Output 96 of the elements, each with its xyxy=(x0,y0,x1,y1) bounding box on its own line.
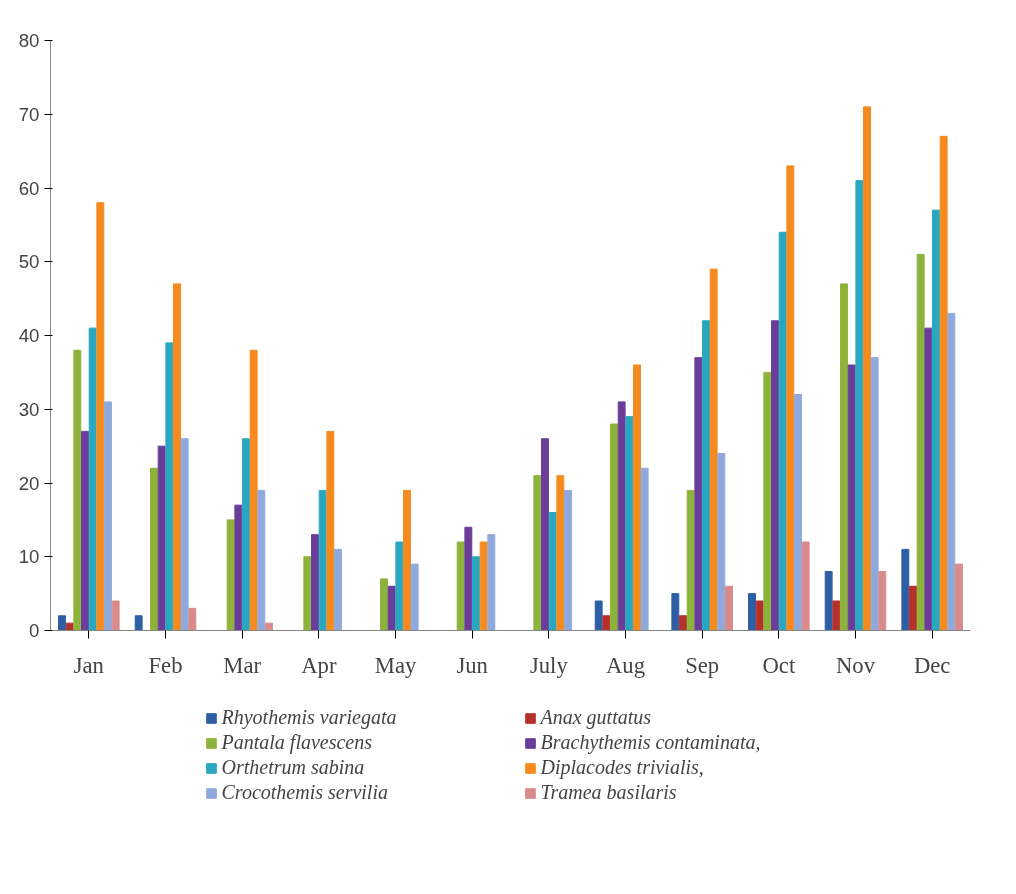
bar xyxy=(541,438,549,631)
bar xyxy=(410,563,419,631)
bar xyxy=(58,615,66,631)
bar xyxy=(633,364,641,631)
bar xyxy=(916,253,925,631)
x-tick-label: Feb xyxy=(148,652,183,678)
x-tick-label: Dec xyxy=(913,652,951,678)
bar xyxy=(249,349,258,631)
bar xyxy=(65,622,74,631)
bar xyxy=(909,585,917,631)
bar xyxy=(671,593,680,631)
bar xyxy=(717,453,726,631)
x-tick-label: Jan xyxy=(73,652,104,678)
bar xyxy=(924,327,933,631)
legend-label: Brachythemis contaminata, xyxy=(540,731,762,754)
bar xyxy=(786,165,795,631)
legend-label: Tramea basilaris xyxy=(540,781,678,804)
x-tick-label: July xyxy=(529,652,569,678)
bar xyxy=(487,534,496,631)
x-tick-label: Sep xyxy=(685,652,720,678)
y-tick-label: 0 xyxy=(29,620,40,641)
bar xyxy=(878,571,887,631)
x-tick-label: Aug xyxy=(605,652,646,678)
legend-label: Orthetrum sabina xyxy=(221,756,366,779)
bar xyxy=(801,541,810,631)
x-tick-label: May xyxy=(374,652,417,678)
bar xyxy=(610,423,618,631)
bar xyxy=(311,534,319,631)
bar xyxy=(96,202,105,631)
bar xyxy=(464,526,473,631)
bar xyxy=(403,489,411,631)
bar xyxy=(81,430,89,631)
y-tick-label: 70 xyxy=(18,103,40,125)
bar xyxy=(771,320,779,631)
bar xyxy=(702,320,710,631)
y-tick-label: 80 xyxy=(18,30,40,51)
legend-label: Rhyothemis variegata xyxy=(221,706,398,729)
bar xyxy=(694,357,703,631)
bar xyxy=(901,548,910,631)
bar xyxy=(625,416,634,631)
legend-label: Anax guttatus xyxy=(540,706,653,729)
bar xyxy=(824,571,833,631)
bar xyxy=(947,312,956,631)
bar xyxy=(679,615,687,631)
bar xyxy=(234,504,243,631)
bar xyxy=(832,600,841,631)
bar xyxy=(870,357,879,631)
bar xyxy=(150,467,158,631)
legend-label: Diplacodes trivialis, xyxy=(540,756,705,779)
bar xyxy=(939,135,948,631)
bar xyxy=(265,622,273,631)
x-tick-label: Nov xyxy=(835,652,876,678)
bar xyxy=(188,607,197,631)
bar xyxy=(863,106,871,631)
bar xyxy=(640,467,649,631)
bar xyxy=(134,615,143,631)
bar xyxy=(748,593,756,631)
bar xyxy=(955,563,963,631)
y-tick-label: 20 xyxy=(18,472,40,494)
bar xyxy=(104,401,112,631)
bar xyxy=(594,600,603,631)
bar xyxy=(111,600,120,631)
bar xyxy=(932,209,940,631)
bar xyxy=(556,475,565,631)
y-tick-label: 60 xyxy=(18,177,40,199)
legend-label: Pantala flavescens xyxy=(221,731,374,754)
bar xyxy=(257,489,266,631)
bar xyxy=(472,556,480,631)
bar xyxy=(709,268,718,631)
x-tick-label: Mar xyxy=(223,652,262,678)
legend-label: Crocothemis servilia xyxy=(221,781,389,804)
bar xyxy=(173,283,181,631)
bar xyxy=(794,394,802,631)
bar xyxy=(326,430,335,631)
bar xyxy=(725,585,733,631)
bar xyxy=(334,548,342,631)
bar xyxy=(180,438,189,631)
bar xyxy=(855,180,864,631)
bar xyxy=(602,615,611,631)
y-tick-label: 10 xyxy=(18,546,40,568)
bar xyxy=(533,475,542,631)
bar xyxy=(73,349,82,631)
y-tick-label: 40 xyxy=(18,325,40,346)
bar xyxy=(242,438,250,631)
bar xyxy=(380,578,388,631)
bar xyxy=(763,371,772,631)
x-tick-label: Oct xyxy=(762,652,796,678)
bar xyxy=(303,556,312,631)
y-tick-label: 50 xyxy=(18,251,40,273)
bar xyxy=(564,489,572,631)
bar xyxy=(840,283,848,631)
y-tick-label: 30 xyxy=(18,398,40,420)
x-tick-label: Apr xyxy=(301,652,337,678)
bar xyxy=(395,541,404,631)
x-tick-label: Jun xyxy=(456,652,488,678)
bar xyxy=(165,342,174,631)
